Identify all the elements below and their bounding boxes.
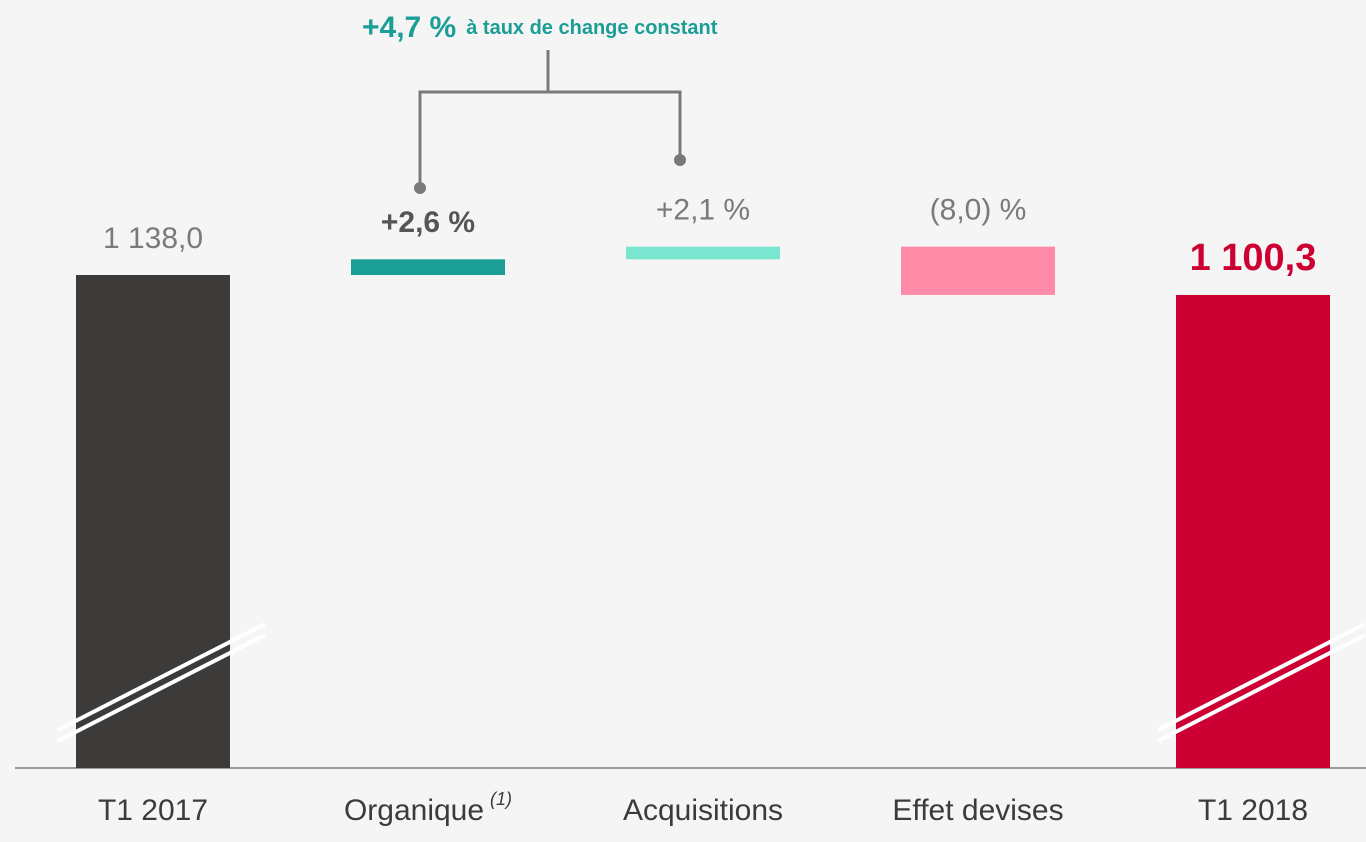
value-label: +2,6 % [381, 206, 475, 239]
annotation: +4,7 % à taux de change constant [362, 11, 718, 44]
category-name: T1 2017 [98, 794, 208, 827]
value-label: (8,0) % [930, 194, 1027, 227]
category-label: T1 2017 [98, 794, 208, 827]
value-label: +2,1 % [656, 194, 750, 227]
category-name: T1 2018 [1198, 794, 1308, 827]
bar [901, 246, 1055, 295]
value-label: 1 138,0 [103, 222, 203, 255]
bar [76, 275, 230, 768]
value-label: 1 100,3 [1190, 237, 1317, 279]
category-label: Organique (1) [344, 789, 512, 827]
bracket-arms [418, 90, 682, 188]
annotation-value: +4,7 % [362, 11, 456, 44]
footnote-marker: (1) [490, 789, 512, 809]
bracket [418, 50, 682, 188]
category-label: T1 2018 [1198, 794, 1308, 827]
category-label: Acquisitions [623, 794, 783, 827]
category-name: Acquisitions [623, 794, 783, 827]
bracket-dot [414, 182, 426, 194]
category-name: Effet devises [892, 794, 1063, 827]
bar [351, 259, 505, 275]
annotation-text: à taux de change constant [466, 17, 718, 39]
axis-break [1157, 633, 1366, 743]
axis-break [1157, 622, 1366, 732]
category-name: Organique [344, 794, 484, 827]
bracket-dot [674, 154, 686, 166]
category-label: Effet devises [892, 794, 1063, 827]
axis-break [57, 633, 266, 743]
bar [626, 246, 780, 260]
bar [1176, 294, 1330, 768]
axis-break [57, 622, 266, 732]
